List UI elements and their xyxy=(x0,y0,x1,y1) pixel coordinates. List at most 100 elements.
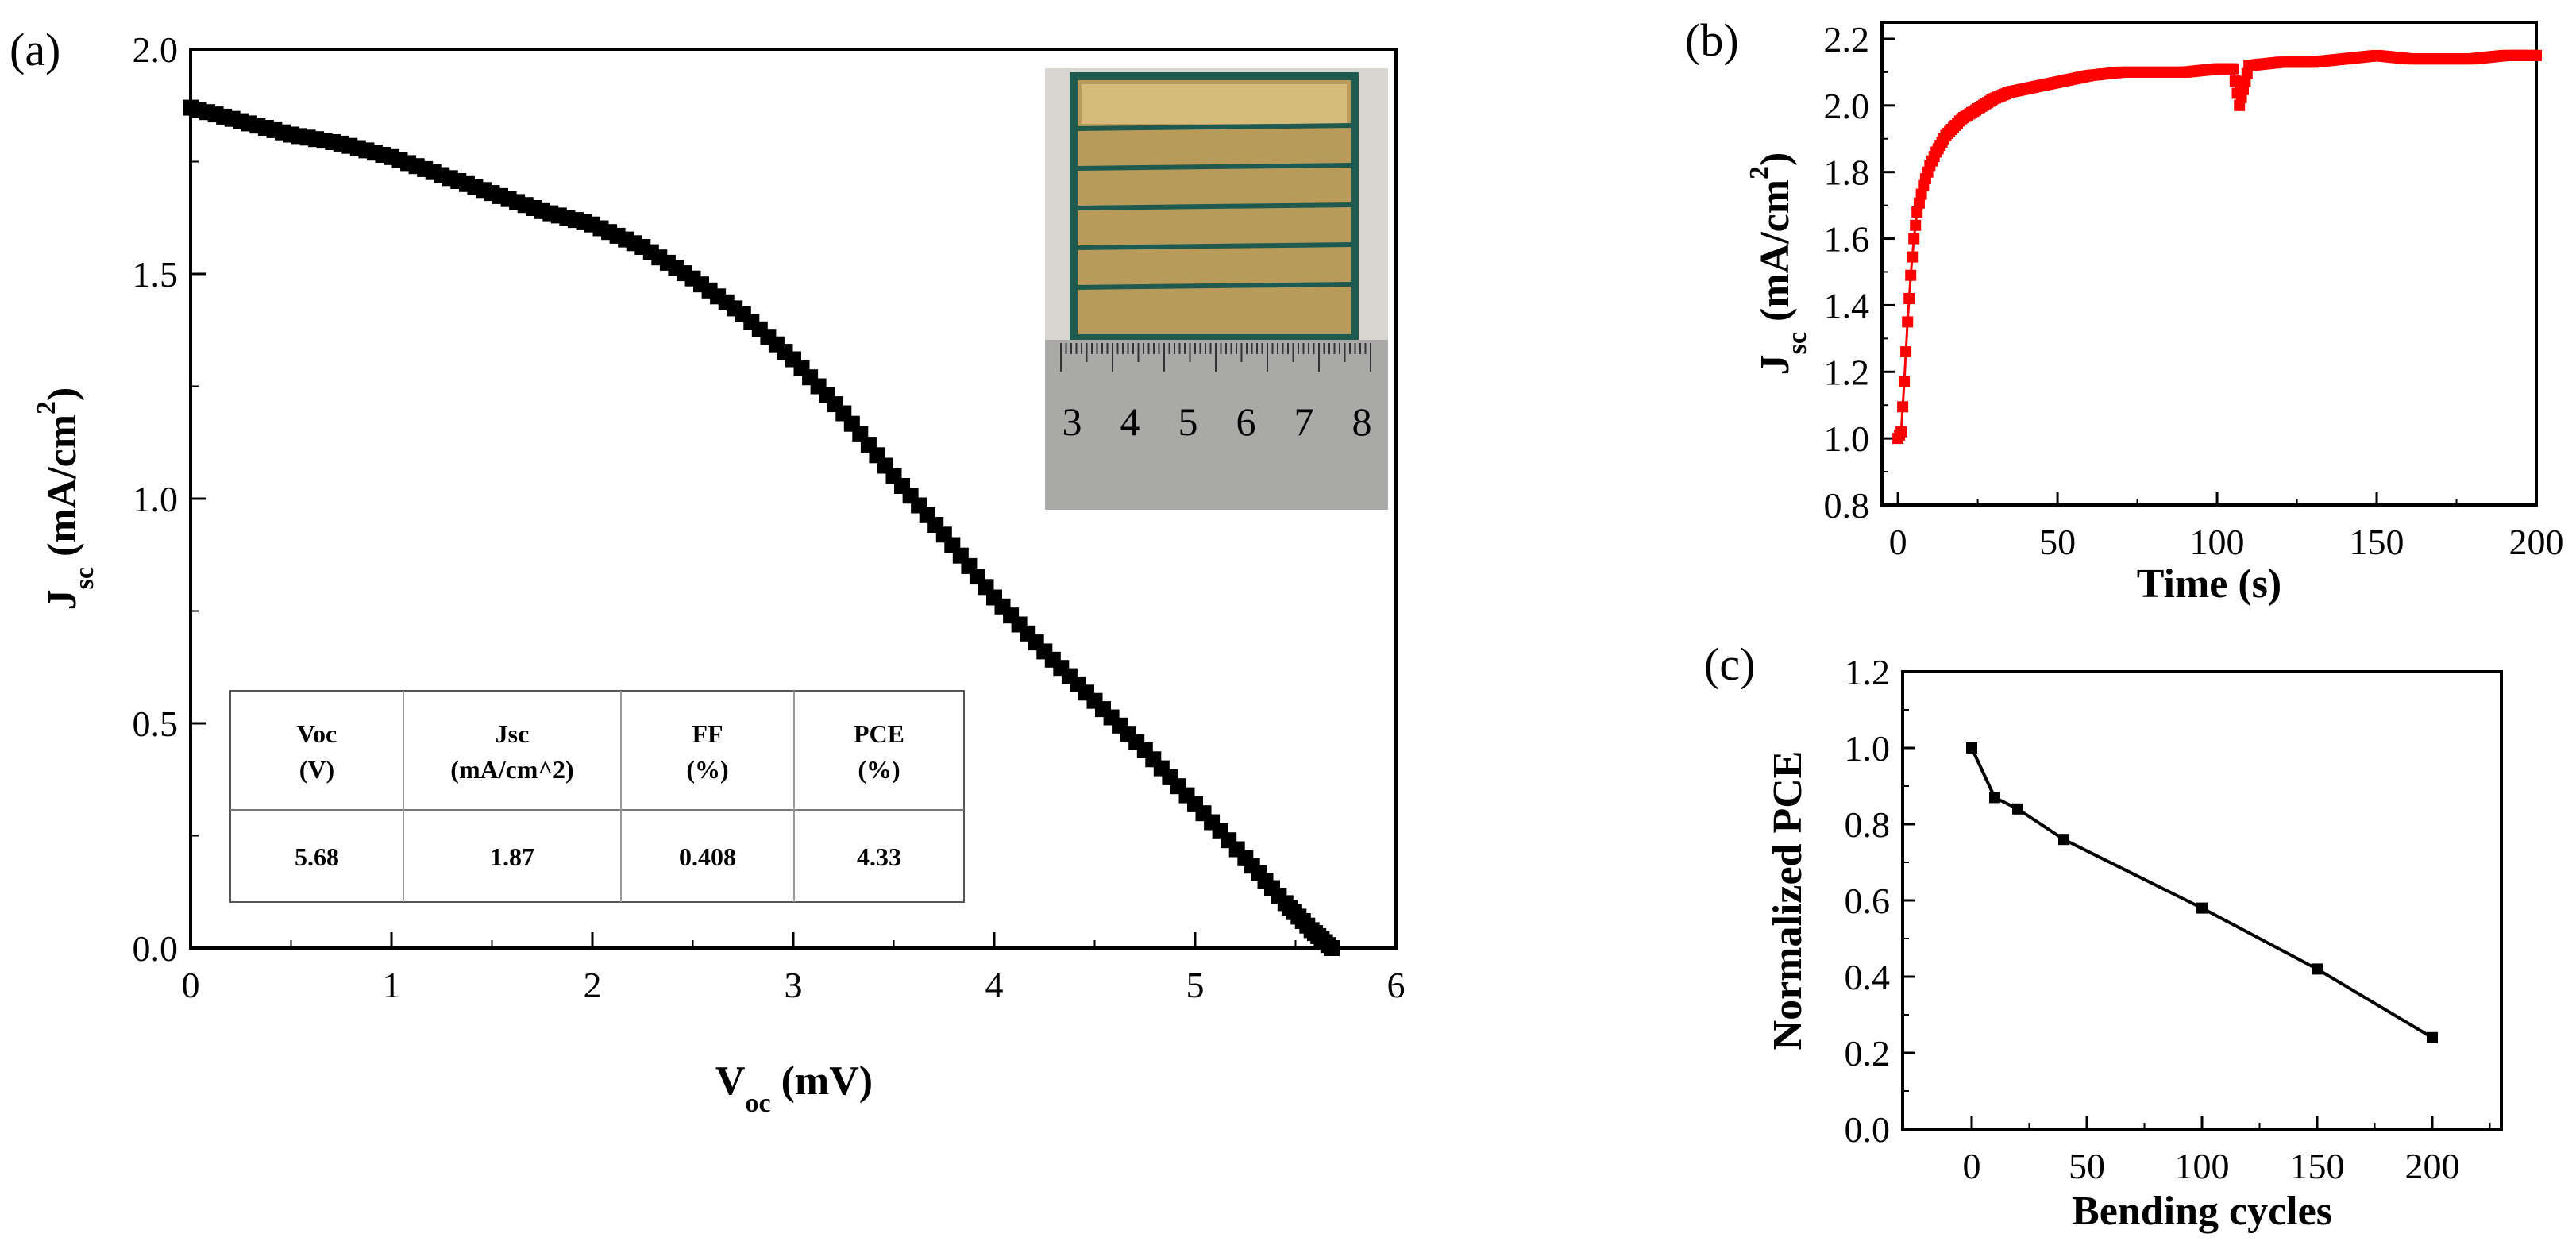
y-tick-label: 2.2 xyxy=(1824,19,1870,60)
series-line xyxy=(1970,747,2434,1039)
ruler-number: 8 xyxy=(1352,399,1372,444)
ruler-number: 3 xyxy=(1062,399,1082,444)
table-header-pce: PCE xyxy=(854,719,904,748)
y-tick-label: 1.4 xyxy=(1824,285,1870,326)
y-tick-label: 0.6 xyxy=(1845,881,1891,921)
x-tick-label: 150 xyxy=(2290,1146,2345,1186)
inset-results-table: Voc (V) Jsc (mA/cm^2) FF (%) PCE (%) 5.6… xyxy=(229,690,965,903)
table-header-voc-unit: (V) xyxy=(299,755,334,784)
y-tick-label: 1.0 xyxy=(1824,418,1870,459)
data-point xyxy=(2312,963,2323,975)
data-point xyxy=(1902,316,1914,328)
data-point xyxy=(2531,49,2542,61)
x-tick-label: 50 xyxy=(2069,1146,2105,1186)
y-tick-label: 1.0 xyxy=(1845,728,1891,769)
x-tick-label: 50 xyxy=(2039,522,2076,562)
data-point xyxy=(1989,792,2000,804)
module-grid-line xyxy=(1076,123,1352,131)
y-tick-label: 0.0 xyxy=(133,928,179,969)
y-tick-label: 1.6 xyxy=(1824,219,1870,260)
y-tick-label: 0.4 xyxy=(1845,957,1891,997)
x-tick-label: 100 xyxy=(2175,1146,2230,1186)
x-tick-label: 0 xyxy=(1963,1146,1981,1186)
panel-b-label: (b) xyxy=(1685,14,1739,66)
table-value-pce: 4.33 xyxy=(857,842,901,871)
data-point xyxy=(1913,197,1925,209)
ruler-number: 4 xyxy=(1120,399,1140,444)
data-point xyxy=(1966,742,1977,754)
y-tick-label: 0.8 xyxy=(1845,804,1891,845)
y-axis-label-a: Jsc (mA/cm2) xyxy=(32,387,99,611)
table-header-jsc-unit: (mA/cm^2) xyxy=(450,755,573,784)
y-tick-label: 0.2 xyxy=(1845,1033,1891,1074)
data-point xyxy=(1324,940,1340,956)
table-header-voc: Voc xyxy=(297,719,337,748)
table-header-ff-unit: (%) xyxy=(686,755,728,784)
x-tick-label: 0 xyxy=(1889,522,1907,562)
ruler-number: 6 xyxy=(1236,399,1256,444)
module-grid-line xyxy=(1076,163,1352,171)
ruler-number: 7 xyxy=(1294,399,1314,444)
data-point xyxy=(2427,1031,2438,1043)
data-point xyxy=(2012,803,2023,815)
y-tick-label: 1.2 xyxy=(1845,652,1891,692)
data-point xyxy=(1895,426,1907,438)
y-tick-label: 1.8 xyxy=(1824,152,1870,193)
data-point xyxy=(1900,346,1912,358)
x-tick-label: 2 xyxy=(584,965,602,1005)
table-header-ff: FF xyxy=(692,719,723,748)
x-axis-label-c: Bending cycles xyxy=(2072,1189,2332,1234)
x-tick-label: 3 xyxy=(785,965,803,1005)
table-header-jsc: Jsc xyxy=(496,719,530,748)
x-tick-label: 4 xyxy=(985,965,1004,1005)
y-tick-label: 1.5 xyxy=(133,254,179,295)
data-point xyxy=(2227,63,2239,75)
x-tick-label: 200 xyxy=(2405,1146,2460,1186)
table-value-jsc: 1.87 xyxy=(490,842,534,871)
ticks-c: 0 50 100 150 200 0.0 0.2 0.4 0.6 0.8 1.0 1.2 xyxy=(1845,652,2491,1186)
table-value-ff: 0.408 xyxy=(679,842,736,871)
data-point xyxy=(2229,75,2241,87)
y-tick-label: 0.5 xyxy=(133,704,179,744)
module-highlight xyxy=(1082,84,1347,124)
data-point xyxy=(1899,376,1911,387)
panel-c-label: (c) xyxy=(1704,638,1755,690)
ticks-b: 0 50 100 150 200 0.8 1.0 1.2 1.4 1.6 1.8 2.0 2.2 xyxy=(1824,19,2564,562)
panel-b-chart: (b) 0 50 100 150 200 0.8 1.0 1.2 1.4 1.6 1.8 2.0 2.2… xyxy=(1685,14,2564,607)
x-axis-label-a: Voc (mV) xyxy=(715,1058,873,1118)
data-point xyxy=(1911,206,1923,218)
x-tick-label: 150 xyxy=(2350,522,2404,562)
y-tick-label: 1.2 xyxy=(1824,352,1870,392)
y-tick-label: 2.0 xyxy=(1824,86,1870,126)
x-axis-label-b: Time (s) xyxy=(2137,561,2281,607)
series-line xyxy=(1896,54,2536,439)
data-point xyxy=(1910,219,1922,231)
data-point xyxy=(2196,902,2208,914)
data-point xyxy=(2058,834,2069,846)
data-markers-c xyxy=(1966,742,2438,1043)
y-axis-label-b: Jsc (mA/cm2) xyxy=(1745,152,1812,376)
data-point xyxy=(1908,233,1920,245)
ruler-ticks xyxy=(1060,343,1371,372)
data-markers-a xyxy=(183,99,1340,956)
y-axis-label-c: Normalized PCE xyxy=(1765,751,1811,1050)
x-tick-label: 1 xyxy=(383,965,401,1005)
plot-frame-c xyxy=(1901,670,2503,1131)
panel-c-chart: (c) 0 50 100 150 200 0.0 0.2 0.4 0.6 0.8 1.0 1.2 Be… xyxy=(1704,638,2503,1234)
x-tick-label: 5 xyxy=(1186,965,1205,1005)
ticks-a: 0 1 2 3 4 5 60.00.51.01.52.0 xyxy=(133,29,1406,1005)
table-value-voc: 5.68 xyxy=(295,842,339,871)
x-tick-label: 100 xyxy=(2190,522,2245,562)
module-grid-line xyxy=(1076,202,1352,210)
plot-frame-b xyxy=(1880,21,2538,507)
y-tick-label: 0.8 xyxy=(1824,485,1870,526)
data-point xyxy=(1897,401,1909,413)
data-point xyxy=(1915,188,1927,200)
module-grid-line xyxy=(1076,242,1352,250)
x-tick-label: 6 xyxy=(1387,965,1406,1005)
y-tick-label: 1.0 xyxy=(133,479,179,519)
data-point xyxy=(1903,293,1915,304)
panel-a-chart: (a) 0 1 2 3 4 5 60.00.51.01.52.0 Voc (mV) Jsc … xyxy=(10,24,1406,1118)
